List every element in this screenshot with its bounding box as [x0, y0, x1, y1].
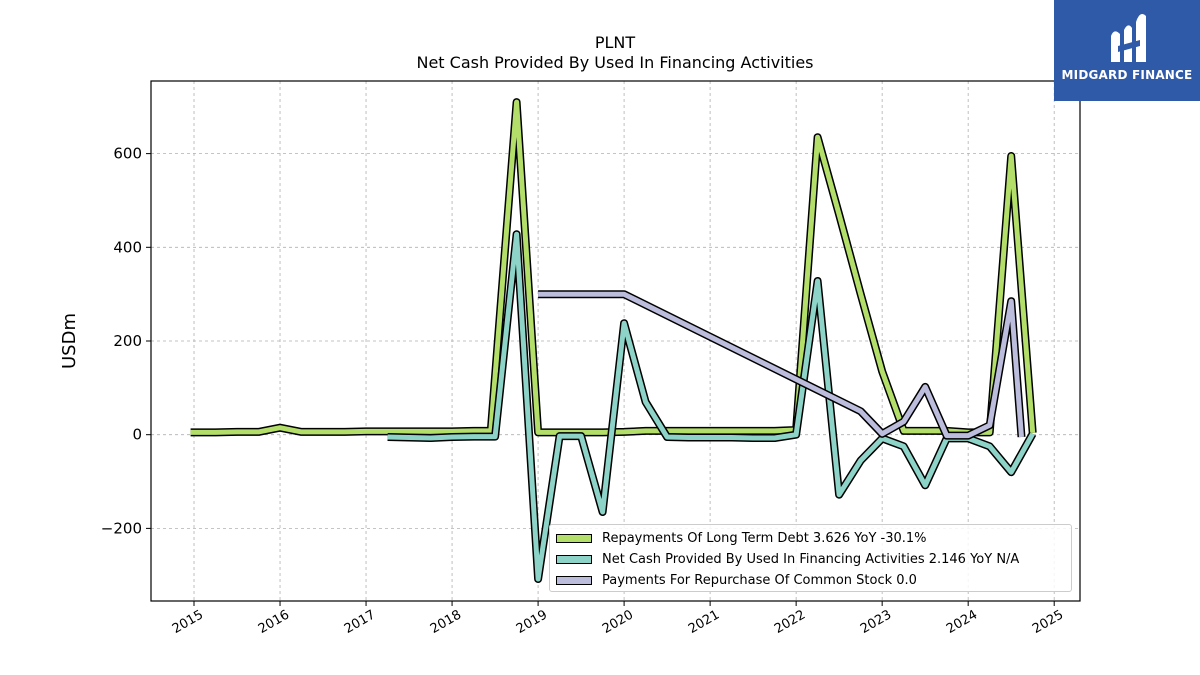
x-tick-label: 2022: [772, 607, 808, 637]
legend-label-repayments: Repayments Of Long Term Debt 3.626 YoY -…: [602, 530, 927, 546]
logo-text: MIDGARD FINANCE: [1061, 68, 1193, 82]
series-net-cash-line-stroke: [387, 231, 1035, 582]
legend-item-net-cash: Net Cash Provided By Used In Financing A…: [556, 549, 1019, 569]
legend-swatch-net-cash: [556, 554, 592, 564]
y-tick-label: 600: [113, 145, 142, 163]
series-repayments-line: [190, 98, 1037, 437]
y-axis-label: USDm: [59, 313, 80, 369]
x-tick-label: 2023: [858, 607, 894, 637]
series-repurchase-line-stroke: [538, 291, 1024, 439]
series-layer: [190, 98, 1037, 583]
x-tick-label: 2024: [944, 607, 980, 637]
y-tick-label: 200: [113, 332, 142, 350]
series-repayments-line-outline: [190, 98, 1037, 437]
y-tick-label: 0: [132, 426, 142, 444]
x-tick-label: 2019: [514, 607, 550, 637]
series-repayments-line-stroke: [190, 99, 1036, 435]
x-tick-label: 2025: [1030, 607, 1066, 637]
y-tick-label: −200: [101, 519, 142, 537]
x-tick-label: 2015: [170, 607, 206, 637]
legend-label-repurchase: Payments For Repurchase Of Common Stock …: [602, 572, 917, 588]
x-tick-label: 2016: [256, 607, 292, 637]
legend: Repayments Of Long Term Debt 3.626 YoY -…: [549, 524, 1072, 592]
logo-mark-icon: [1111, 14, 1146, 62]
legend-item-repurchase: Payments For Repurchase Of Common Stock …: [556, 570, 917, 590]
chart-subtitle: Net Cash Provided By Used In Financing A…: [416, 53, 813, 72]
x-tick-label: 2018: [428, 607, 464, 637]
chart-title: PLNT: [595, 33, 636, 52]
legend-label-net-cash: Net Cash Provided By Used In Financing A…: [602, 551, 1020, 567]
legend-swatch-repurchase: [556, 575, 592, 585]
legend-item-repayments: Repayments Of Long Term Debt 3.626 YoY -…: [556, 528, 927, 548]
x-tick-label: 2021: [686, 607, 722, 637]
series-repurchase-line: [538, 290, 1026, 440]
grid: [151, 81, 1080, 601]
x-tick-label: 2017: [342, 607, 378, 637]
y-tick-label: 400: [113, 238, 142, 256]
x-tick-label: 2020: [600, 607, 636, 637]
series-net-cash-line: [387, 230, 1037, 583]
legend-swatch-repayments: [556, 533, 592, 543]
midgard-finance-logo: MIDGARD FINANCE: [1054, 0, 1200, 101]
